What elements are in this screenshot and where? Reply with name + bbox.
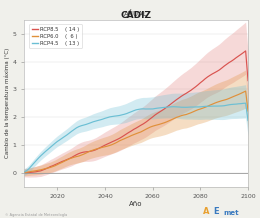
X-axis label: Año: Año (129, 201, 143, 207)
Legend: RCP8.5    ( 14 ), RCP6.0    (  6 ), RCP4.5    ( 13 ): RCP8.5 ( 14 ), RCP6.0 ( 6 ), RCP4.5 ( 13… (29, 24, 82, 48)
Title: CÁDIZ: CÁDIZ (121, 11, 152, 20)
Text: E: E (213, 207, 219, 216)
Y-axis label: Cambio de la temperatura máxima (°C): Cambio de la temperatura máxima (°C) (4, 48, 10, 158)
Text: ANUAL: ANUAL (124, 11, 148, 17)
Text: met: met (224, 210, 239, 216)
Text: © Agencia Estatal de Meteorología: © Agencia Estatal de Meteorología (5, 213, 67, 217)
Text: A: A (203, 207, 209, 216)
